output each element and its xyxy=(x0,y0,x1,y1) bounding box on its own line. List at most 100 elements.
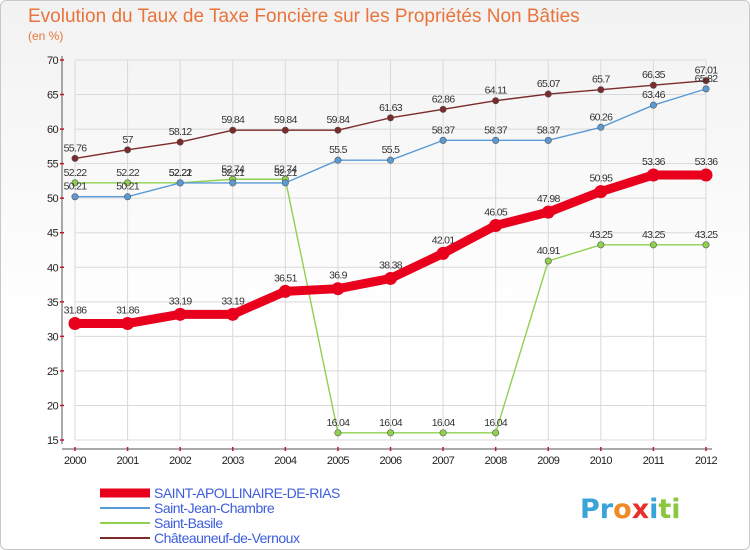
data-label: 36.9 xyxy=(329,270,347,282)
data-label: 38.38 xyxy=(379,259,403,271)
data-label: 65.7 xyxy=(592,74,610,86)
y-tick-label: 20 xyxy=(47,400,59,412)
chart-title: Evolution du Taux de Taxe Foncière sur l… xyxy=(28,6,580,27)
data-label: 50.21 xyxy=(64,181,88,193)
data-label: 16.04 xyxy=(484,417,508,429)
data-label: 67.01 xyxy=(695,65,719,77)
data-point xyxy=(173,307,187,321)
data-label: 50.21 xyxy=(116,181,140,193)
logo-letter: i xyxy=(671,494,680,525)
data-point xyxy=(439,429,447,437)
series-1: 50.21 50.21 52.21 52.21 52.21 55.5 55.5 58.37 58… xyxy=(64,73,719,201)
x-tick-label: 2003 xyxy=(222,455,245,467)
data-label: 43.25 xyxy=(695,229,719,241)
y-tick-label: 35 xyxy=(47,297,59,309)
data-point xyxy=(386,114,394,122)
x-tick-label: 2011 xyxy=(643,455,665,467)
data-point xyxy=(71,193,79,201)
data-point xyxy=(492,429,500,437)
data-label: 46.05 xyxy=(484,206,508,218)
data-label: 55.5 xyxy=(329,144,347,156)
logo-letter: t xyxy=(658,494,671,525)
data-point xyxy=(281,179,289,187)
data-point xyxy=(121,317,135,331)
data-point xyxy=(544,136,552,144)
y-tick-label: 70 xyxy=(47,55,59,67)
data-label: 65.07 xyxy=(537,78,561,90)
y-tick-label: 65 xyxy=(47,90,59,102)
data-point xyxy=(541,205,555,219)
data-label: 63.46 xyxy=(642,89,666,101)
logo-letter: i xyxy=(649,494,658,525)
data-label: 33.19 xyxy=(221,295,245,307)
series-3: 55.76 57 58.12 59.84 59.84 59.84 61.63 62.86 64.… xyxy=(64,65,719,162)
data-point xyxy=(176,138,184,146)
data-label: 61.63 xyxy=(379,102,403,114)
x-tick-label: 2005 xyxy=(327,455,350,467)
data-label: 59.84 xyxy=(221,114,245,126)
data-label: 55.76 xyxy=(64,142,88,154)
data-point xyxy=(594,185,608,199)
data-point xyxy=(71,179,79,187)
data-label: 52.74 xyxy=(274,163,298,175)
x-tick-label: 2010 xyxy=(590,455,613,467)
data-point xyxy=(334,429,342,437)
series-layer: 55.76 57 58.12 59.84 59.84 59.84 61.63 62.86 64.… xyxy=(64,65,719,437)
y-tick-label: 15 xyxy=(47,435,59,447)
data-label: 16.04 xyxy=(432,417,456,429)
x-tick-label: 2004 xyxy=(274,455,297,467)
y-tick-label: 25 xyxy=(47,366,59,378)
data-point xyxy=(649,81,657,89)
data-label: 53.36 xyxy=(642,156,666,168)
data-point xyxy=(386,429,394,437)
data-point xyxy=(384,271,397,285)
x-tick-label: 2000 xyxy=(64,455,87,467)
data-label: 52.21 xyxy=(169,167,193,179)
data-label: 58.37 xyxy=(432,124,456,136)
logo-text: Proxiti xyxy=(580,494,681,525)
legend: SAINT-APOLLINAIRE-DE-RIASSaint-Jean-Cham… xyxy=(100,485,341,546)
data-point xyxy=(544,90,552,98)
legend-label: Saint-Basile xyxy=(154,515,223,531)
data-point xyxy=(492,97,500,105)
data-point xyxy=(649,241,657,249)
data-label: 42.01 xyxy=(432,234,456,246)
data-point xyxy=(702,241,710,249)
data-point xyxy=(124,179,132,187)
logo-letter: r xyxy=(600,494,614,525)
data-label: 64.11 xyxy=(485,85,508,97)
legend-label: Saint-Jean-Chambre xyxy=(154,500,275,516)
data-point xyxy=(124,146,132,154)
data-point xyxy=(278,284,292,298)
data-point xyxy=(439,105,447,113)
data-label: 52.21 xyxy=(274,167,298,179)
data-label: 52.74 xyxy=(221,163,245,175)
data-label: 53.36 xyxy=(695,156,719,168)
data-label: 60.26 xyxy=(589,111,613,123)
data-label: 52.22 xyxy=(116,167,140,179)
data-label: 16.04 xyxy=(327,417,351,429)
data-label: 65.82 xyxy=(695,73,719,85)
data-label: 58.37 xyxy=(537,124,561,136)
data-label: 31.86 xyxy=(64,305,88,317)
data-point xyxy=(68,317,82,331)
x-tick-label: 2012 xyxy=(695,455,718,467)
data-point xyxy=(597,123,605,131)
data-label: 33.19 xyxy=(169,295,193,307)
grid xyxy=(74,59,707,441)
data-point xyxy=(649,101,657,109)
series-0: 31.86 31.86 33.19 33.19 36.51 36.9 38.38 42.01 4… xyxy=(64,156,719,331)
data-point xyxy=(226,307,240,321)
data-label: 59.84 xyxy=(274,114,298,126)
data-label: 62.86 xyxy=(432,93,456,105)
y-tick-label: 50 xyxy=(47,193,59,205)
data-label: 52.22 xyxy=(64,167,88,179)
y-tick-label: 40 xyxy=(47,262,59,274)
data-label: 58.37 xyxy=(484,124,508,136)
data-point xyxy=(439,136,447,144)
data-label: 59.84 xyxy=(327,114,351,126)
legend-label: SAINT-APOLLINAIRE-DE-RIAS xyxy=(154,485,340,501)
data-point xyxy=(646,168,660,182)
data-point xyxy=(229,179,237,187)
